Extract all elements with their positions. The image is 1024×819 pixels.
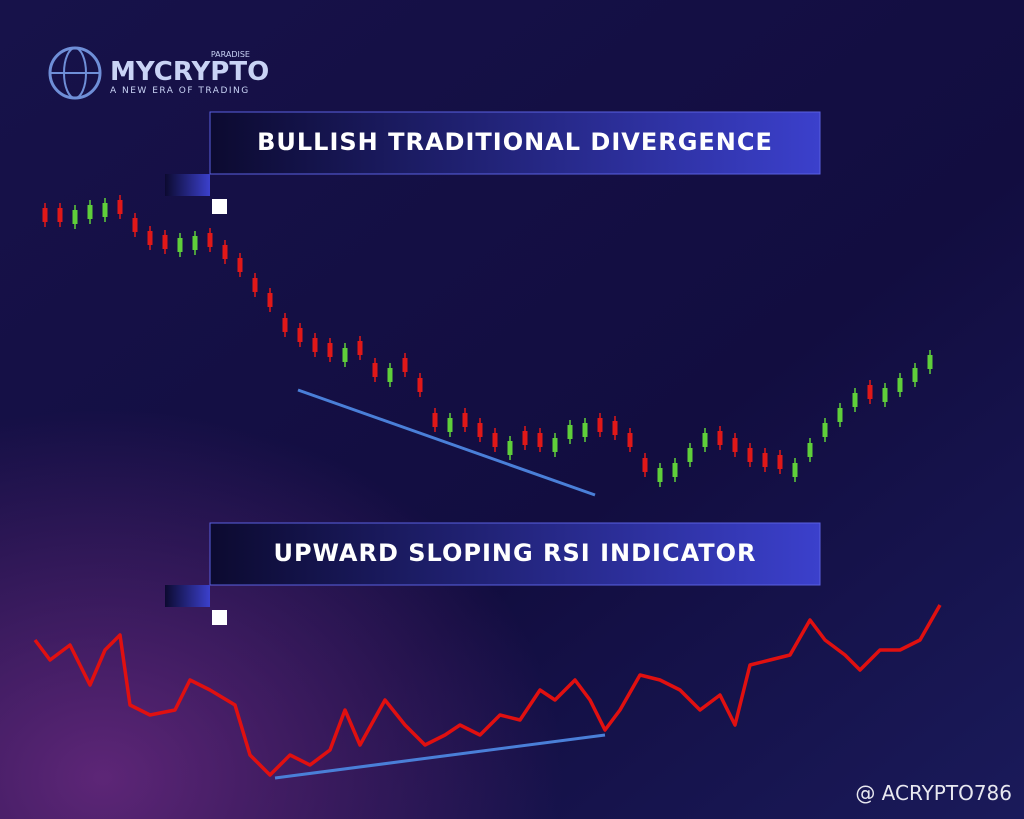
logo: MYCRYPTO PARADISE A NEW ERA OF TRADING [48,46,269,100]
title-box [209,111,821,175]
watermark: @ ACRYPTO786 [855,781,1012,805]
trend-line [297,388,596,497]
title-accent [165,585,210,607]
title-accent [212,199,227,214]
logo-name: MYCRYPTO [110,57,269,87]
panel-title: BULLISH TRADITIONAL DIVERGENCE [257,128,773,156]
logo-slogan: A NEW ERA OF TRADING [110,86,250,96]
panel-title: UPWARD SLOPING RSI INDICATOR [273,539,756,567]
trend-line [274,733,606,780]
title-accent [165,174,210,196]
candles [42,195,933,487]
title-accent [212,610,227,625]
rsi-line [33,604,942,777]
title-box [209,522,821,586]
logo-tag: PARADISE [211,50,250,59]
